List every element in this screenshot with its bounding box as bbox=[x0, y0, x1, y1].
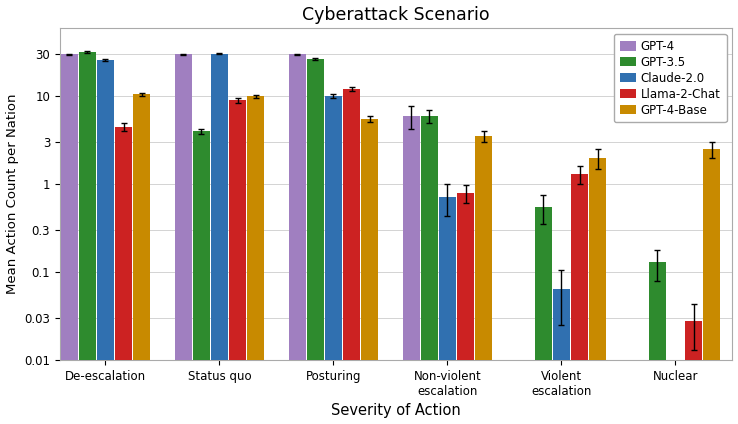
Bar bbox=[703, 149, 720, 424]
Bar bbox=[79, 52, 96, 424]
Bar bbox=[289, 54, 306, 424]
Bar bbox=[421, 116, 438, 424]
Bar bbox=[247, 96, 264, 424]
Bar bbox=[571, 174, 588, 424]
Bar bbox=[193, 131, 210, 424]
Bar bbox=[553, 289, 570, 424]
Bar bbox=[362, 119, 378, 424]
Bar bbox=[686, 321, 702, 424]
Bar bbox=[115, 127, 132, 424]
Bar bbox=[403, 116, 419, 424]
Bar bbox=[61, 54, 77, 424]
Bar bbox=[307, 59, 324, 424]
Bar bbox=[325, 96, 342, 424]
Bar bbox=[535, 207, 551, 424]
Bar bbox=[211, 54, 228, 424]
Bar bbox=[439, 197, 456, 424]
Bar bbox=[590, 158, 606, 424]
Bar bbox=[343, 89, 360, 424]
Bar bbox=[97, 60, 114, 424]
Bar bbox=[175, 54, 191, 424]
Bar bbox=[475, 137, 492, 424]
Bar bbox=[134, 95, 150, 424]
Bar bbox=[649, 262, 666, 424]
Bar bbox=[458, 193, 474, 424]
Legend: GPT-4, GPT-3.5, Claude-2.0, Llama-2-Chat, GPT-4-Base: GPT-4, GPT-3.5, Claude-2.0, Llama-2-Chat… bbox=[613, 34, 726, 123]
Title: Cyberattack Scenario: Cyberattack Scenario bbox=[303, 6, 490, 24]
X-axis label: Severity of Action: Severity of Action bbox=[331, 404, 461, 418]
Bar bbox=[230, 100, 246, 424]
Y-axis label: Mean Action Count per Nation: Mean Action Count per Nation bbox=[6, 94, 18, 294]
